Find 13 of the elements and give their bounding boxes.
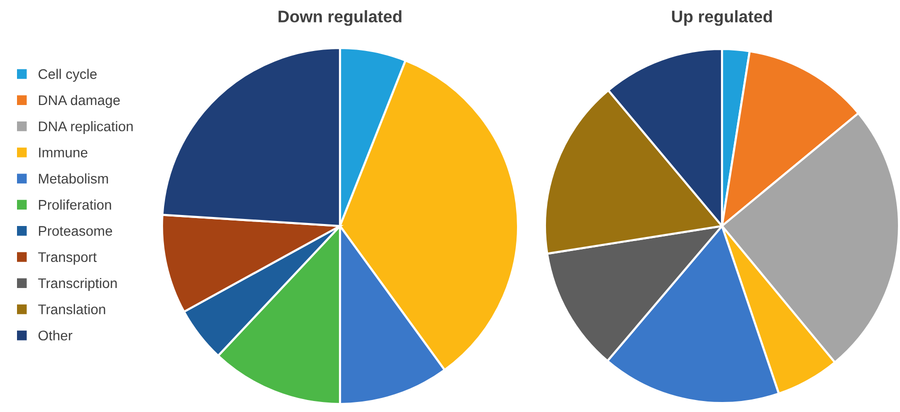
chart-title: Up regulated — [672, 10, 772, 26]
legend-label: Proteasome — [38, 226, 112, 236]
legend-label: Cell cycle — [38, 68, 97, 82]
legend-label: Metabolism — [38, 173, 108, 184]
legend-label: Translation — [38, 304, 106, 314]
legend-label: Proliferation — [38, 200, 112, 210]
chart-title: Down regulated — [278, 10, 402, 26]
legend-label: Transport — [38, 252, 97, 265]
legend-label: Immune — [39, 148, 88, 158]
legend-label: Transcription — [38, 278, 117, 291]
legend-label: DNA replication — [38, 121, 133, 134]
legend-label: DNA damage — [38, 94, 120, 108]
legend-label: Other — [38, 330, 72, 340]
